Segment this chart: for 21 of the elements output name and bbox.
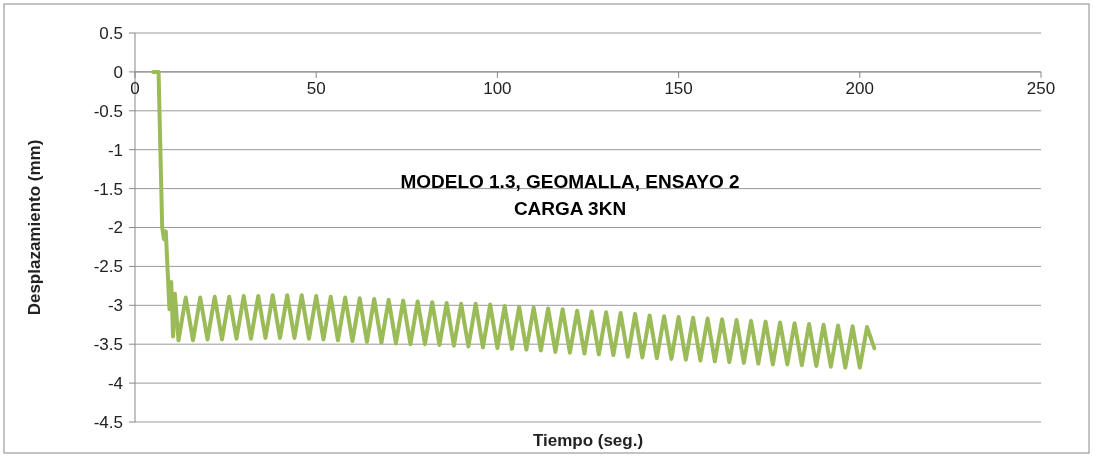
y-tick-label: -4.5	[93, 412, 123, 432]
y-tick-label: -0.5	[93, 101, 123, 121]
x-tick-label: 250	[1026, 78, 1056, 98]
y-tick-label: -3	[107, 296, 123, 316]
y-tick-label: -1	[107, 140, 123, 160]
y-tick-label: -2.5	[93, 257, 123, 277]
y-tick-label: 0	[113, 62, 123, 82]
line-series	[151, 69, 877, 370]
x-tick-label: 0	[130, 78, 140, 98]
x-tick-label: 100	[483, 78, 512, 98]
x-tick-label: 150	[664, 78, 693, 98]
y-axis-title: Desplazamiento (mm)	[25, 139, 44, 316]
x-tick-label: 50	[306, 78, 326, 98]
y-tick-label: -3.5	[93, 335, 123, 355]
y-tick-label: 0.5	[99, 23, 123, 43]
y-tick-label: -2	[107, 218, 123, 238]
x-axis-title: Tiempo (seg.)	[532, 431, 644, 450]
text: MODELO 1.3, GEOMALLA, ENSAYO 2 CARGA 3KN	[400, 171, 740, 219]
x-tick-label: 200	[845, 78, 874, 98]
y-tick-label: -1.5	[93, 179, 123, 199]
y-tick-label: -4	[107, 374, 123, 394]
